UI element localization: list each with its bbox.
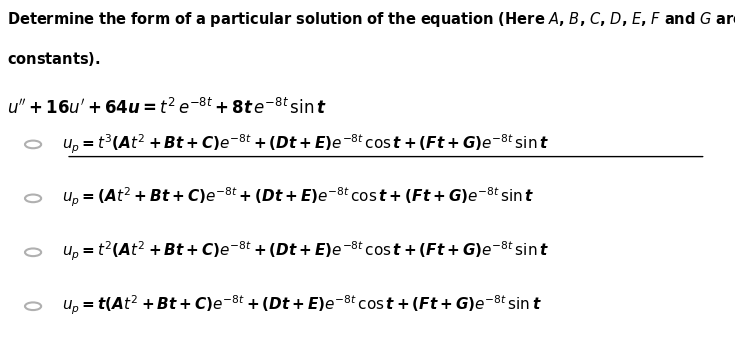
Text: $\boldsymbol{u_p = t^3(At^2 + Bt + C)e^{-8t} + (Dt + E)e^{-8t}\,\mathrm{cos}\,t : $\boldsymbol{u_p = t^3(At^2 + Bt + C)e^{… [62, 132, 549, 156]
Text: $\bf{Determine\ the\ form\ of\ a\ particular\ solution\ of\ the\ equation\ (Here: $\bf{Determine\ the\ form\ of\ a\ partic… [7, 10, 735, 30]
Text: $\boldsymbol{u_p = (At^2 + Bt + C)e^{-8t} + (Dt + E)e^{-8t}\,\mathrm{cos}\,t + (: $\boldsymbol{u_p = (At^2 + Bt + C)e^{-8t… [62, 186, 535, 209]
Text: $\boldsymbol{u'' + 16u' + 64u = t^2\, e^{-8t} + 8t\, e^{-8t}\, \mathrm{sin}\, t}: $\boldsymbol{u'' + 16u' + 64u = t^2\, e^… [7, 97, 327, 118]
Text: $\boldsymbol{u_p = t^2(At^2 + Bt + C)e^{-8t} + (Dt + E)e^{-8t}\,\mathrm{cos}\,t : $\boldsymbol{u_p = t^2(At^2 + Bt + C)e^{… [62, 240, 549, 263]
Text: $\bf{constants).}$: $\bf{constants).}$ [7, 50, 101, 69]
Text: $\boldsymbol{u_p = t(At^2 + Bt + C)e^{-8t} + (Dt + E)e^{-8t}\,\mathrm{cos}\,t + : $\boldsymbol{u_p = t(At^2 + Bt + C)e^{-8… [62, 294, 542, 317]
